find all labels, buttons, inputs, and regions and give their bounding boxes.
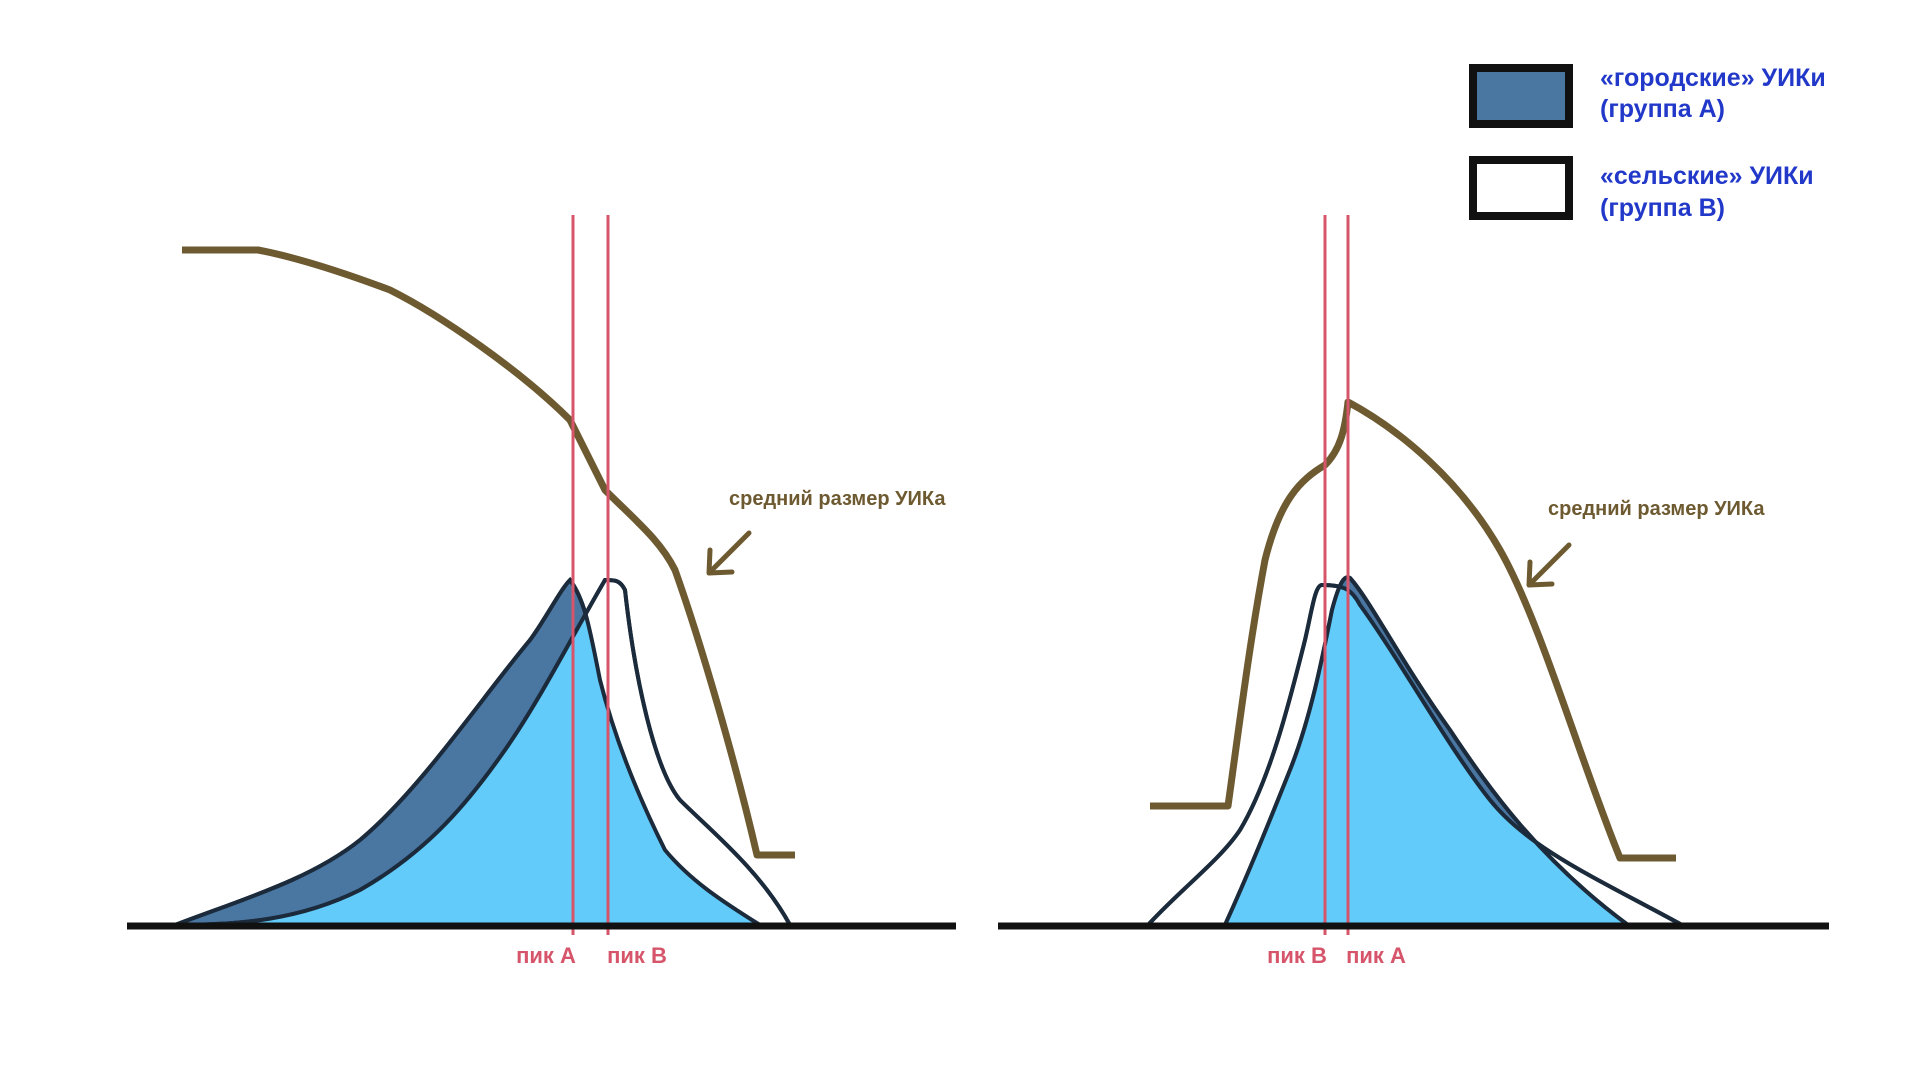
left-size-annotation: средний размер УИКа	[729, 488, 946, 510]
right-peak-label-first: пик В	[1267, 943, 1327, 968]
legend-item-rural: «сельские» УИКи (группа B)	[1469, 156, 1814, 222]
legend-item-urban: «городские» УИКи (группа А)	[1469, 64, 1826, 128]
legend-rural-line1: «сельские» УИКи	[1600, 162, 1814, 190]
left-peak-label-first: пик А	[516, 943, 576, 968]
right-arrow-icon	[1526, 542, 1572, 588]
right-panel: средний размер УИКа пик В пик А	[998, 215, 1829, 968]
right-peak-label-second: пик А	[1346, 943, 1406, 968]
right-rural-outline	[1146, 582, 1683, 927]
left-urban-outline	[174, 576, 762, 927]
legend: «городские» УИКи (группа А) «сельские» У…	[1469, 64, 1826, 222]
left-arrow-icon	[706, 530, 752, 576]
right-size-annotation: средний размер УИКа	[1548, 498, 1765, 520]
left-panel: средний размер УИКа пик А пик В	[127, 215, 956, 968]
legend-urban-swatch-icon	[1469, 64, 1573, 128]
legend-rural-swatch-icon	[1469, 156, 1573, 220]
legend-urban-line1: «городские» УИКи	[1600, 64, 1826, 92]
left-rural-outline	[174, 577, 792, 927]
left-peak-label-second: пик В	[607, 943, 667, 968]
right-overlap-region	[1225, 585, 1628, 925]
left-size-curve	[182, 246, 795, 859]
legend-urban-line2: (группа А)	[1600, 95, 1725, 123]
legend-rural-line2: (группа B)	[1600, 194, 1725, 222]
